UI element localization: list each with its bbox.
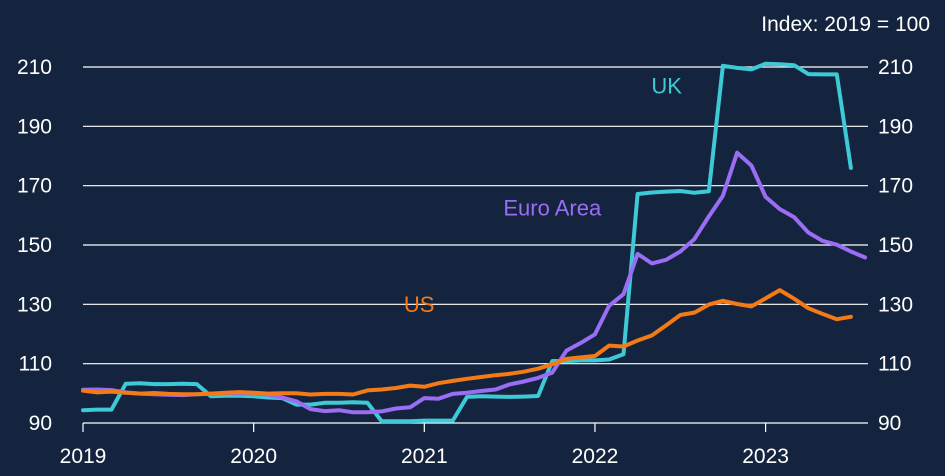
y-tick-left-90: 90 xyxy=(29,412,52,435)
index-note: Index: 2019 = 100 xyxy=(761,13,930,36)
y-axis-right: 90 110 130 150 170 190 210 xyxy=(878,56,913,435)
series-label-us: US xyxy=(404,292,435,317)
series-labels: UK Euro Area US xyxy=(404,74,682,317)
series-label-uk: UK xyxy=(651,74,682,99)
y-tick-left-150: 150 xyxy=(17,234,52,257)
x-tick-2021: 2021 xyxy=(401,445,448,468)
y-tick-right-90: 90 xyxy=(878,412,901,435)
y-tick-right-190: 190 xyxy=(878,115,913,138)
y-tick-right-130: 130 xyxy=(878,293,913,316)
gridlines xyxy=(83,66,868,424)
series-line-us xyxy=(81,288,853,397)
y-tick-left-170: 170 xyxy=(17,175,52,198)
y-axis-left: 90 110 130 150 170 190 210 xyxy=(17,56,52,435)
y-tick-right-210: 210 xyxy=(878,56,913,79)
y-tick-right-170: 170 xyxy=(878,175,913,198)
y-tick-right-110: 110 xyxy=(878,353,911,376)
y-tick-right-150: 150 xyxy=(878,234,913,257)
y-tick-left-210: 210 xyxy=(17,56,52,79)
series-lines xyxy=(81,61,868,424)
y-tick-left-110: 110 xyxy=(19,353,52,376)
x-tick-2022: 2022 xyxy=(572,445,619,468)
y-tick-left-130: 130 xyxy=(17,293,52,316)
x-tick-2019: 2019 xyxy=(60,445,107,468)
series-line-uk xyxy=(81,61,853,424)
series-line-euro-area xyxy=(81,150,868,415)
x-tick-2020: 2020 xyxy=(230,445,277,468)
series-label-euro-area: Euro Area xyxy=(503,195,602,220)
y-tick-left-190: 190 xyxy=(17,115,52,138)
x-axis: 2019 2020 2021 2022 2023 xyxy=(60,423,789,468)
x-tick-2023: 2023 xyxy=(742,445,789,468)
